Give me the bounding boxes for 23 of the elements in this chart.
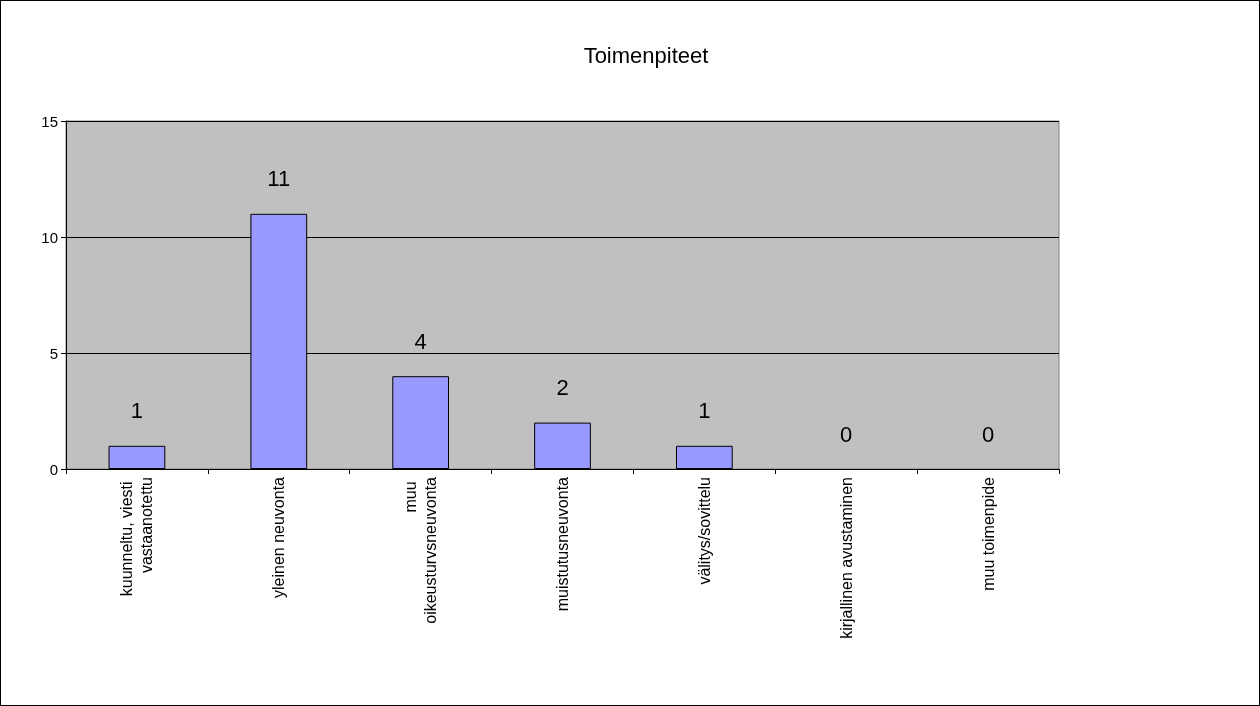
data-label: 0 xyxy=(840,421,853,447)
data-label: 1 xyxy=(698,398,711,424)
data-label: 11 xyxy=(267,166,291,192)
y-tick-label: 5 xyxy=(49,344,58,362)
x-tick-label: muu toimenpide xyxy=(979,476,997,591)
data-label: 4 xyxy=(414,328,427,354)
bar xyxy=(392,376,450,469)
y-tick-label: 15 xyxy=(41,112,58,130)
x-tick-label: muu oikeusturvsneuvonta xyxy=(402,476,440,624)
y-tick-label: 0 xyxy=(49,460,58,478)
data-label: 1 xyxy=(130,398,144,424)
y-tick-label: 10 xyxy=(41,228,58,246)
x-tick-label: muistutusneuvonta xyxy=(554,476,571,612)
data-label: 0 xyxy=(981,421,995,447)
chart-title: Toimenpiteet xyxy=(583,42,709,68)
bar xyxy=(675,445,733,469)
x-tick-label: kuunneltu, viesti vastaanotettu xyxy=(118,477,156,597)
bar xyxy=(534,422,591,469)
bar xyxy=(108,445,166,469)
x-tick-label: yleinen neuvonta xyxy=(270,476,288,598)
x-tick-label: kirjallinen avustaminen xyxy=(837,477,855,639)
data-label: 2 xyxy=(556,375,569,401)
x-tick-label: välitys/sovittelu xyxy=(695,477,713,585)
